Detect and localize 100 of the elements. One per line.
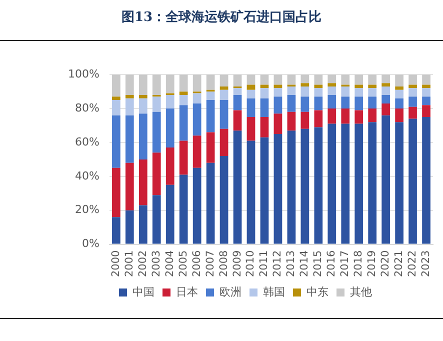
bar — [300, 83, 310, 86]
bar — [233, 110, 242, 131]
bar — [395, 108, 404, 122]
bar — [179, 140, 188, 175]
bar — [408, 74, 417, 85]
x-tick-label: 2022 — [406, 250, 419, 278]
x-tick-label: 2007 — [204, 250, 216, 278]
bar — [220, 100, 228, 129]
bar — [300, 74, 310, 84]
bar — [341, 74, 350, 85]
bar — [125, 74, 134, 95]
bar — [274, 134, 282, 244]
bar — [382, 74, 390, 84]
bar — [112, 74, 120, 97]
bar — [166, 184, 174, 244]
bar — [260, 98, 269, 118]
bar — [382, 83, 390, 86]
bar — [138, 94, 148, 98]
bar — [206, 100, 215, 132]
bar — [287, 112, 296, 131]
bar — [220, 128, 228, 156]
bar — [112, 96, 120, 100]
bar — [314, 88, 323, 97]
bar — [422, 84, 430, 88]
legend-label: 日本 — [176, 285, 198, 298]
bar — [125, 162, 134, 210]
bar — [274, 114, 282, 134]
x-tick-label: 2009 — [231, 250, 244, 278]
bar — [152, 195, 161, 244]
bar — [395, 90, 404, 98]
bar — [260, 74, 269, 85]
bar — [152, 112, 161, 153]
bar — [287, 94, 296, 112]
x-tick-label: 2023 — [420, 250, 432, 278]
bar — [395, 86, 404, 90]
bar — [246, 98, 256, 118]
bar — [287, 86, 296, 95]
bar — [112, 100, 120, 116]
bar — [328, 83, 336, 86]
x-tick-label: 2001 — [123, 250, 136, 278]
bar — [328, 124, 336, 244]
bar — [300, 128, 310, 244]
bar — [246, 84, 256, 90]
bar — [395, 74, 404, 86]
bar — [274, 96, 282, 114]
bar — [233, 88, 242, 95]
bar — [328, 86, 336, 95]
y-tick-label: 0% — [82, 237, 100, 250]
bar — [300, 86, 310, 97]
bar — [220, 156, 228, 244]
bar — [354, 110, 364, 124]
bar — [125, 210, 134, 244]
bar — [220, 74, 228, 86]
x-tick-label: 2008 — [218, 250, 230, 278]
bar — [138, 98, 148, 114]
bar — [220, 86, 228, 90]
bar — [287, 74, 296, 85]
bar — [395, 98, 404, 109]
x-tick-label: 2000 — [110, 250, 122, 278]
bar — [192, 136, 202, 168]
bar — [179, 174, 188, 244]
legend-label: 其他 — [350, 285, 372, 298]
bar — [354, 88, 364, 97]
bar — [246, 117, 256, 141]
x-tick-label: 2011 — [258, 250, 270, 278]
bar — [233, 130, 242, 244]
x-tick-label: 2015 — [312, 250, 324, 278]
bar — [152, 74, 161, 95]
x-tick-label: 2012 — [272, 250, 284, 278]
bar — [206, 132, 215, 163]
bar — [112, 217, 120, 244]
x-tick-label: 2013 — [285, 250, 298, 278]
bar — [179, 105, 188, 141]
bar — [274, 88, 282, 97]
bar — [138, 114, 148, 160]
bar — [328, 94, 336, 109]
bar — [314, 96, 323, 110]
bar — [152, 152, 161, 196]
bar — [408, 118, 417, 244]
bar — [260, 137, 269, 244]
bar — [300, 112, 310, 129]
bar — [166, 74, 174, 94]
bar — [192, 93, 202, 104]
x-tick-label: 2003 — [150, 250, 162, 278]
bar — [179, 92, 188, 95]
bar — [422, 74, 430, 85]
y-tick-label: 20% — [74, 203, 100, 216]
bar — [408, 88, 417, 97]
bar — [233, 74, 242, 86]
bar — [220, 90, 228, 100]
y-tick-label: 80% — [74, 101, 100, 114]
bar — [112, 115, 120, 168]
bar — [300, 96, 310, 112]
x-tick-label: 2005 — [177, 250, 190, 278]
bar — [408, 106, 417, 119]
bar — [246, 140, 256, 244]
bar — [408, 84, 417, 88]
bar — [368, 122, 377, 244]
bar — [341, 96, 350, 109]
bar — [368, 108, 377, 122]
